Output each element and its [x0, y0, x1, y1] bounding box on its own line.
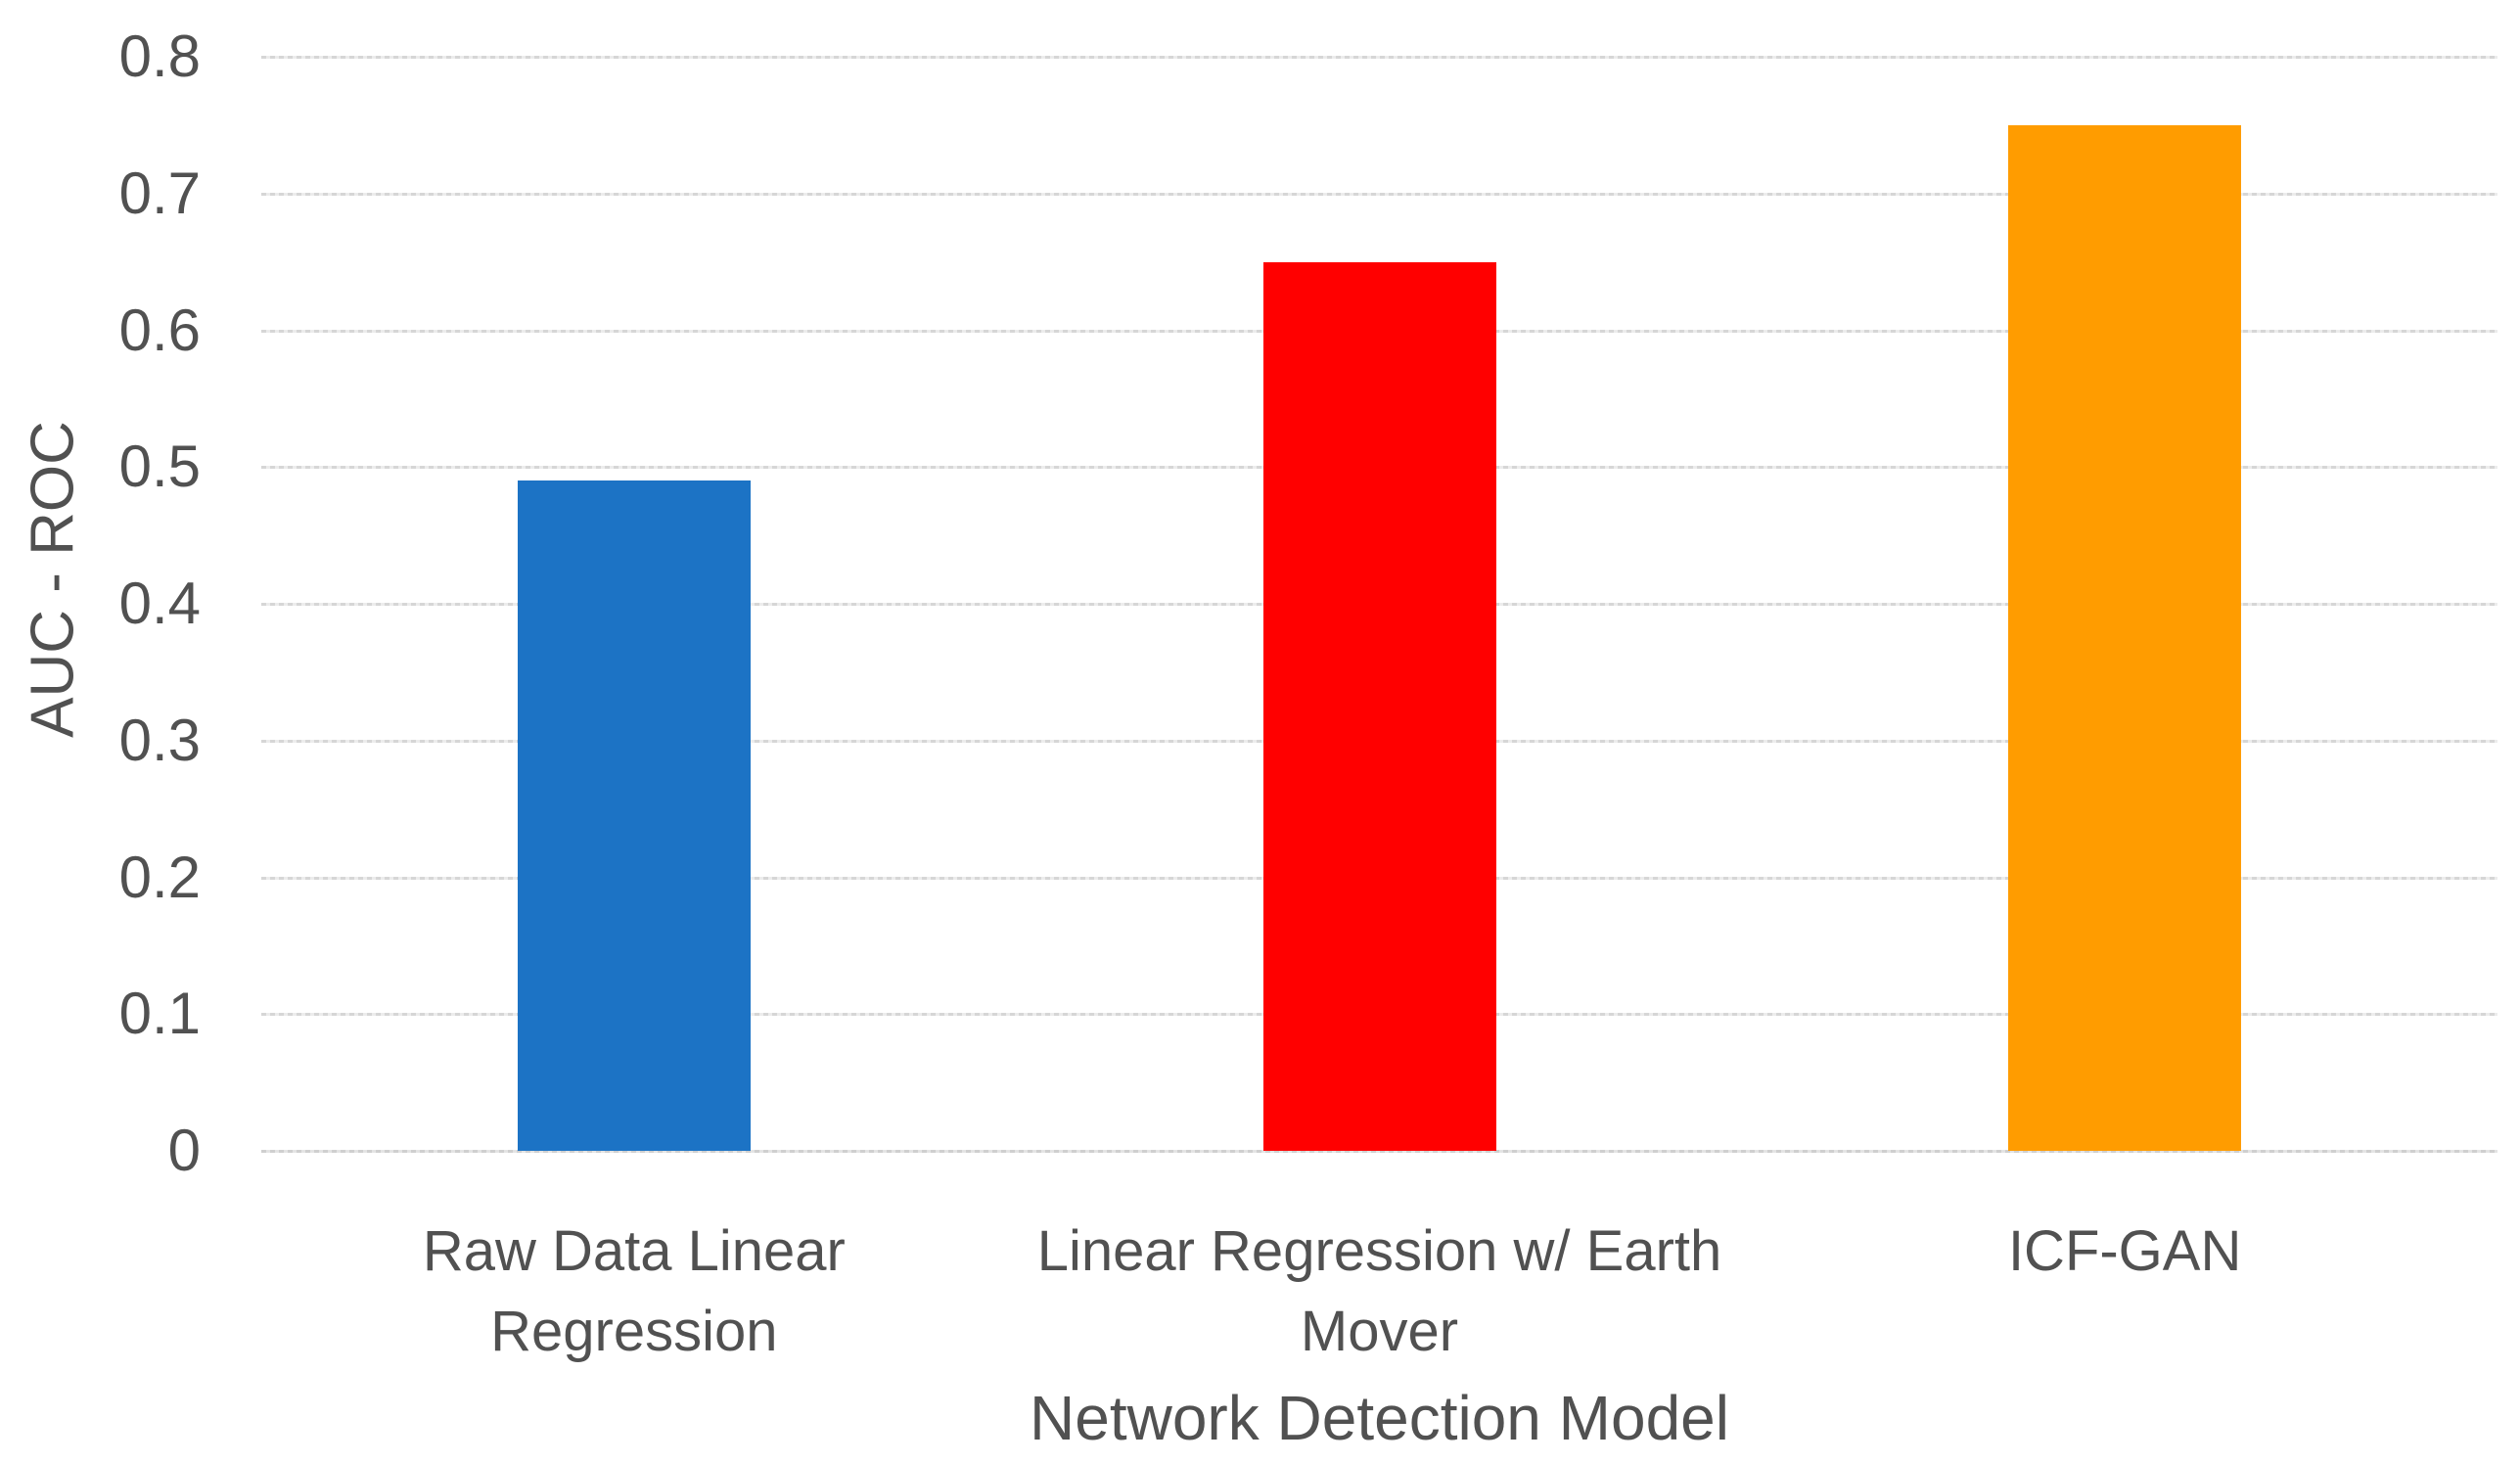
y-tick-label: 0.8 [118, 23, 201, 89]
y-tick-label: 0.7 [118, 160, 201, 226]
y-tick-label: 0 [167, 1118, 201, 1183]
x-axis-line [261, 1150, 2497, 1153]
y-tick-label: 0.3 [118, 707, 201, 773]
gridline [261, 56, 2497, 59]
y-tick-label: 0.1 [118, 981, 201, 1047]
bar-linear-regression-w-earth-mover [1262, 261, 1496, 1151]
x-category-label-raw-data-linear-regression: Raw Data Linear Regression [422, 1219, 846, 1363]
gridline [261, 192, 2497, 196]
y-tick-label: 0.5 [118, 434, 201, 500]
y-tick-label: 0.6 [118, 297, 201, 363]
y-tick-label: 0.4 [118, 571, 201, 636]
y-axis-title: AUC - ROC [19, 421, 87, 738]
bar-raw-data-linear-regression [517, 480, 751, 1151]
x-axis-title: Network Detection Model [1030, 1383, 1729, 1453]
y-tick-label: 0.2 [118, 844, 201, 910]
x-category-label-linear-regression-w-earth-mover: Linear Regression w/ Earth Mover [1036, 1219, 1722, 1363]
bar-icf-gan [2008, 124, 2242, 1151]
x-category-label-icf-gan: ICF-GAN [2007, 1219, 2242, 1283]
